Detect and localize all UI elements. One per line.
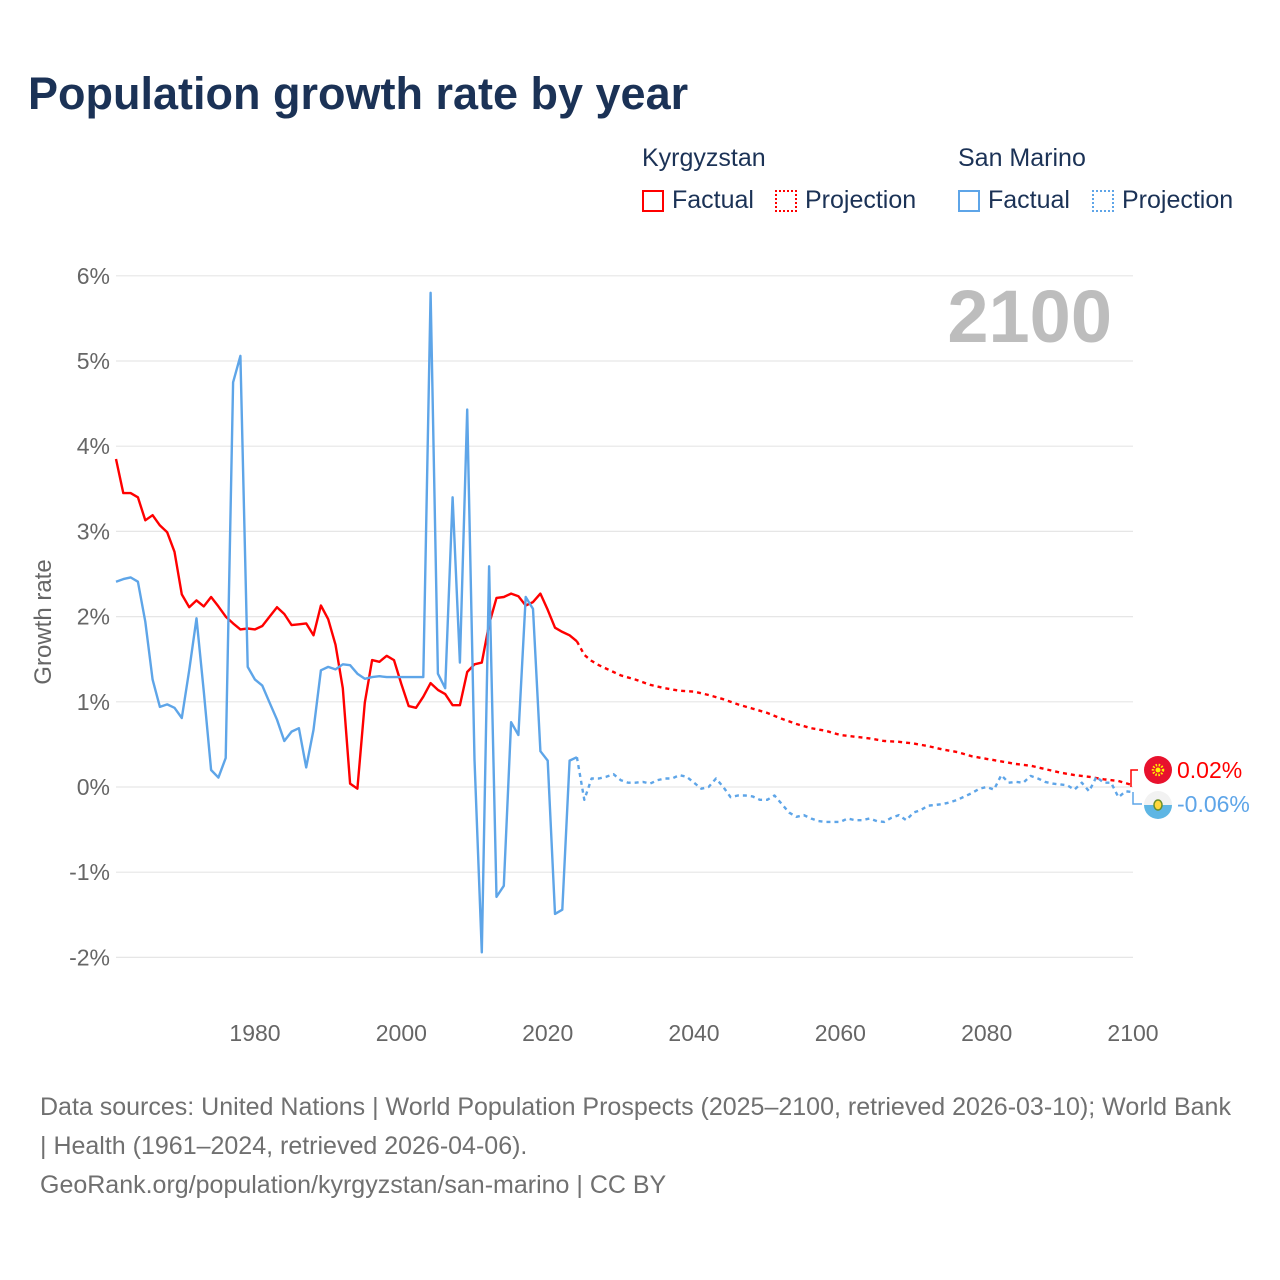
x-tick-label: 2100	[1107, 1020, 1158, 1046]
y-tick-label: 5%	[77, 348, 110, 374]
san-marino-projection-line	[575, 756, 1134, 824]
legend-solid-swatch	[958, 189, 980, 212]
footer: Data sources: United Nations | World Pop…	[40, 1088, 1240, 1205]
y-axis-ticks: 6% 5% 4% 3% 2% 1% 0% -1% -2%	[69, 263, 110, 971]
data-sources: Data sources: United Nations | World Pop…	[40, 1093, 1231, 1160]
source-link[interactable]: GeoRank.org/population/kyrgyzstan/san-ma…	[40, 1171, 667, 1199]
chart-title: Population growth rate by year	[28, 68, 689, 119]
legend-factual-item[interactable]: Factual	[958, 186, 1070, 215]
legend-projection-label: Projection	[1122, 186, 1234, 214]
y-tick-label: -2%	[69, 944, 110, 970]
x-tick-label: 2080	[961, 1020, 1012, 1046]
kyrgyzstan-projection-line	[575, 640, 1134, 787]
x-tick-label: 2040	[668, 1020, 719, 1046]
san-marino-flag-icon	[1144, 791, 1172, 819]
y-tick-label: 0%	[77, 774, 110, 800]
x-tick-label: 1980	[229, 1020, 280, 1046]
y-tick-label: 1%	[77, 689, 110, 715]
legend-projection-label: Projection	[805, 186, 917, 214]
san-marino-connector	[1132, 792, 1142, 805]
legend-factual-label: Factual	[672, 186, 754, 214]
series-lines	[114, 291, 1134, 954]
y-tick-label: 2%	[77, 604, 110, 630]
x-tick-label: 2020	[522, 1020, 573, 1046]
y-tick-label: 3%	[77, 518, 110, 544]
kyrgyzstan-end-value: 0.02%	[1177, 757, 1242, 783]
legend-country-label: Kyrgyzstan	[642, 144, 766, 172]
kyrgyzstan-flag-icon	[1144, 756, 1172, 784]
kyrgyzstan-factual-line	[114, 458, 578, 790]
year-display: 2100	[947, 275, 1112, 358]
x-tick-label: 2060	[815, 1020, 866, 1046]
legend-factual-label: Factual	[988, 186, 1070, 214]
y-tick-label: -1%	[69, 859, 110, 885]
y-tick-label: 6%	[77, 263, 110, 289]
kyrgyzstan-connector	[1130, 769, 1138, 787]
x-tick-label: 2000	[376, 1020, 427, 1046]
legend-dotted-swatch	[1092, 189, 1114, 212]
legend-factual-item[interactable]: Factual	[642, 186, 754, 215]
y-axis-label: Growth rate	[30, 559, 57, 684]
legend-projection-item[interactable]: Projection	[775, 186, 916, 215]
legend-country-label: San Marino	[958, 144, 1086, 172]
san-marino-factual-line	[115, 291, 578, 954]
legend-projection-item[interactable]: Projection	[1092, 186, 1233, 215]
end-labels: 0.02% -0.06%	[1130, 756, 1250, 819]
san-marino-end-value: -0.06%	[1177, 791, 1250, 817]
y-tick-label: 4%	[77, 433, 110, 459]
legend-solid-swatch	[642, 189, 664, 212]
legend-dotted-swatch	[775, 189, 797, 212]
x-axis-ticks: 1980 2000 2020 2040 2060 2080 2100	[229, 1020, 1158, 1046]
